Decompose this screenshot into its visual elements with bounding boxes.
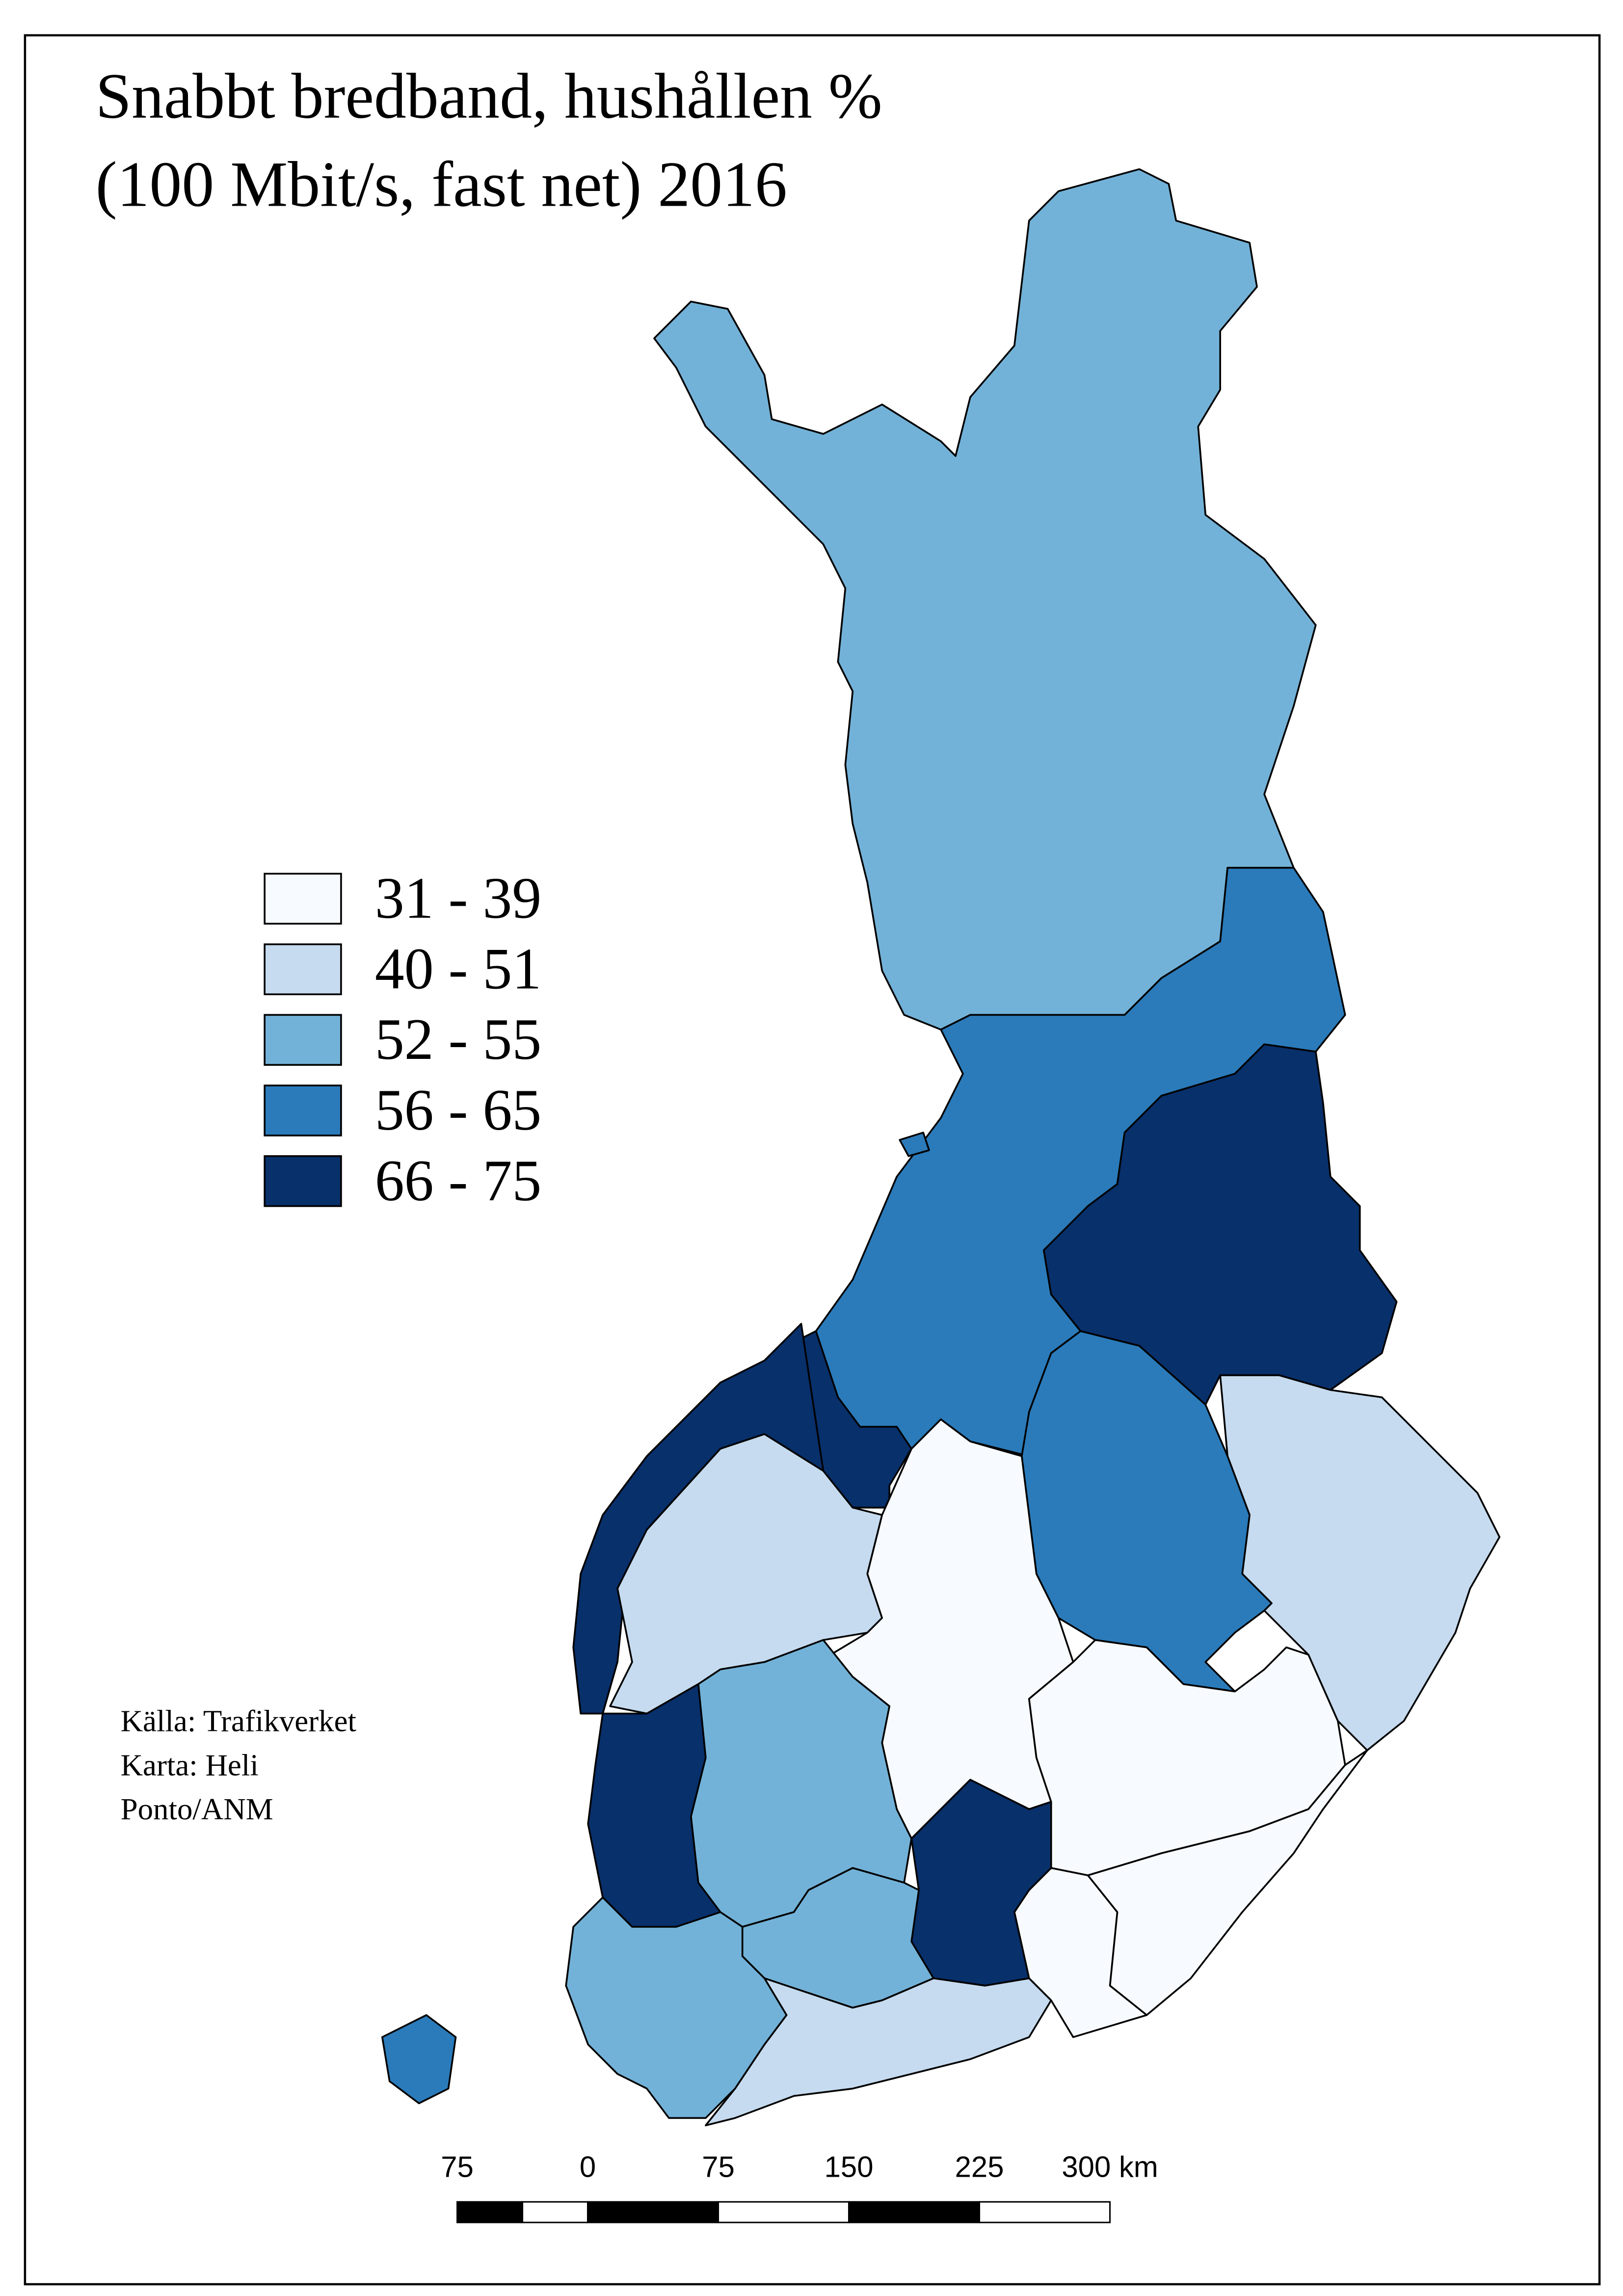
legend-label: 40 - 51 xyxy=(375,936,541,1001)
scale-label: 300 km xyxy=(1062,2150,1158,2183)
legend-swatch xyxy=(264,1014,342,1066)
source: Källa: Trafikverket Karta: Heli Ponto/ANM xyxy=(121,1703,357,1826)
scale-label: 150 xyxy=(825,2150,874,2183)
scale-segment xyxy=(848,2201,981,2223)
scale-label: 75 xyxy=(441,2150,474,2183)
source-text: Ponto/ANM xyxy=(121,1792,273,1826)
scale-segment xyxy=(587,2201,719,2223)
legend-swatch xyxy=(264,1084,342,1136)
region xyxy=(565,1896,788,2119)
scale-label: 75 xyxy=(702,2150,735,2183)
scale-segment xyxy=(456,2201,524,2223)
region xyxy=(899,1132,930,1157)
scale-label: 225 xyxy=(955,2150,1004,2183)
title-line: Snabbt bredband, hushållen % xyxy=(96,60,882,132)
title-line: (100 Mbit/s, fast net) 2016 xyxy=(96,148,787,220)
legend-label: 56 - 65 xyxy=(375,1077,541,1142)
source-text: Karta: Heli xyxy=(121,1748,259,1782)
legend-swatch xyxy=(264,943,342,996)
scale-segment xyxy=(522,2201,589,2223)
scale-segment xyxy=(979,2201,1111,2223)
scale-label: 0 xyxy=(580,2150,596,2183)
source-text: Källa: Trafikverket xyxy=(121,1703,357,1738)
legend-swatch xyxy=(264,872,342,925)
legend-label: 66 - 75 xyxy=(375,1148,541,1213)
region xyxy=(381,2014,457,2105)
regions xyxy=(381,168,1501,2127)
scale-bar: 75 0 75 150 225 300 km xyxy=(441,2150,1158,2223)
region xyxy=(653,168,1317,1031)
legend-swatch xyxy=(264,1155,342,1207)
legend-label: 31 - 39 xyxy=(375,865,541,931)
scale-segment xyxy=(718,2201,850,2223)
legend-label: 52 - 55 xyxy=(375,1006,541,1072)
region xyxy=(1042,1043,1398,1406)
